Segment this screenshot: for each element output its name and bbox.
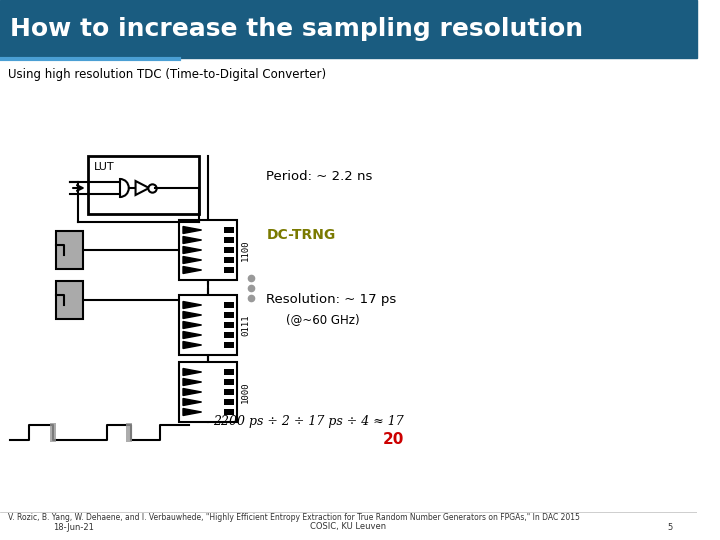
Bar — [224, 312, 234, 318]
Bar — [224, 238, 234, 242]
Polygon shape — [183, 256, 202, 264]
Polygon shape — [183, 408, 202, 415]
Bar — [56, 231, 84, 269]
Text: (@~60 GHz): (@~60 GHz) — [286, 314, 359, 327]
Bar — [56, 281, 84, 319]
Polygon shape — [183, 301, 202, 308]
Polygon shape — [183, 332, 202, 339]
Text: COSIC, KU Leuven: COSIC, KU Leuven — [310, 523, 387, 531]
Text: 18-Jun-21: 18-Jun-21 — [53, 523, 94, 531]
Bar — [224, 258, 234, 262]
Polygon shape — [183, 237, 202, 244]
Bar — [126, 423, 132, 442]
Polygon shape — [135, 181, 149, 195]
Polygon shape — [183, 321, 202, 328]
Text: Period: ~ 2.2 ns: Period: ~ 2.2 ns — [266, 171, 373, 184]
Text: 20: 20 — [382, 433, 404, 448]
Text: 1000: 1000 — [241, 381, 250, 403]
Bar — [50, 423, 56, 442]
Polygon shape — [183, 312, 202, 319]
Polygon shape — [183, 379, 202, 386]
Bar — [88, 156, 199, 214]
Bar — [224, 400, 234, 404]
Text: 1100: 1100 — [241, 239, 250, 261]
Polygon shape — [183, 226, 202, 233]
Bar — [224, 267, 234, 273]
Bar — [224, 302, 234, 308]
Text: V. Rozic, B. Yang, W. Dehaene, and I. Verbauwhede, "Highly Efficient Entropy Ext: V. Rozic, B. Yang, W. Dehaene, and I. Ve… — [8, 512, 580, 522]
Bar — [224, 369, 234, 375]
Polygon shape — [183, 246, 202, 253]
Bar — [0, 0, 697, 58]
Text: 5: 5 — [667, 523, 673, 531]
Bar — [224, 247, 234, 253]
Bar — [224, 333, 234, 338]
Polygon shape — [183, 267, 202, 273]
Bar — [179, 220, 237, 280]
Text: 2200 ps ÷ 2 ÷ 17 ps ÷ 4 ≈ 17: 2200 ps ÷ 2 ÷ 17 ps ÷ 4 ≈ 17 — [213, 415, 404, 429]
Polygon shape — [183, 341, 202, 348]
Text: 0111: 0111 — [241, 314, 250, 336]
Text: How to increase the sampling resolution: How to increase the sampling resolution — [9, 17, 582, 41]
Bar — [224, 409, 234, 415]
Polygon shape — [183, 399, 202, 406]
Bar — [179, 362, 237, 422]
Bar — [179, 295, 237, 355]
Bar — [224, 342, 234, 348]
Text: Resolution: ~ 17 ps: Resolution: ~ 17 ps — [266, 294, 397, 307]
Text: Using high resolution TDC (Time-to-Digital Converter): Using high resolution TDC (Time-to-Digit… — [8, 68, 326, 81]
Bar — [224, 380, 234, 384]
Bar — [224, 322, 234, 328]
Polygon shape — [183, 388, 202, 395]
Text: LUT: LUT — [94, 162, 114, 172]
Bar — [224, 389, 234, 395]
Polygon shape — [183, 368, 202, 375]
Bar — [224, 227, 234, 233]
Text: DC-TRNG: DC-TRNG — [266, 228, 336, 242]
